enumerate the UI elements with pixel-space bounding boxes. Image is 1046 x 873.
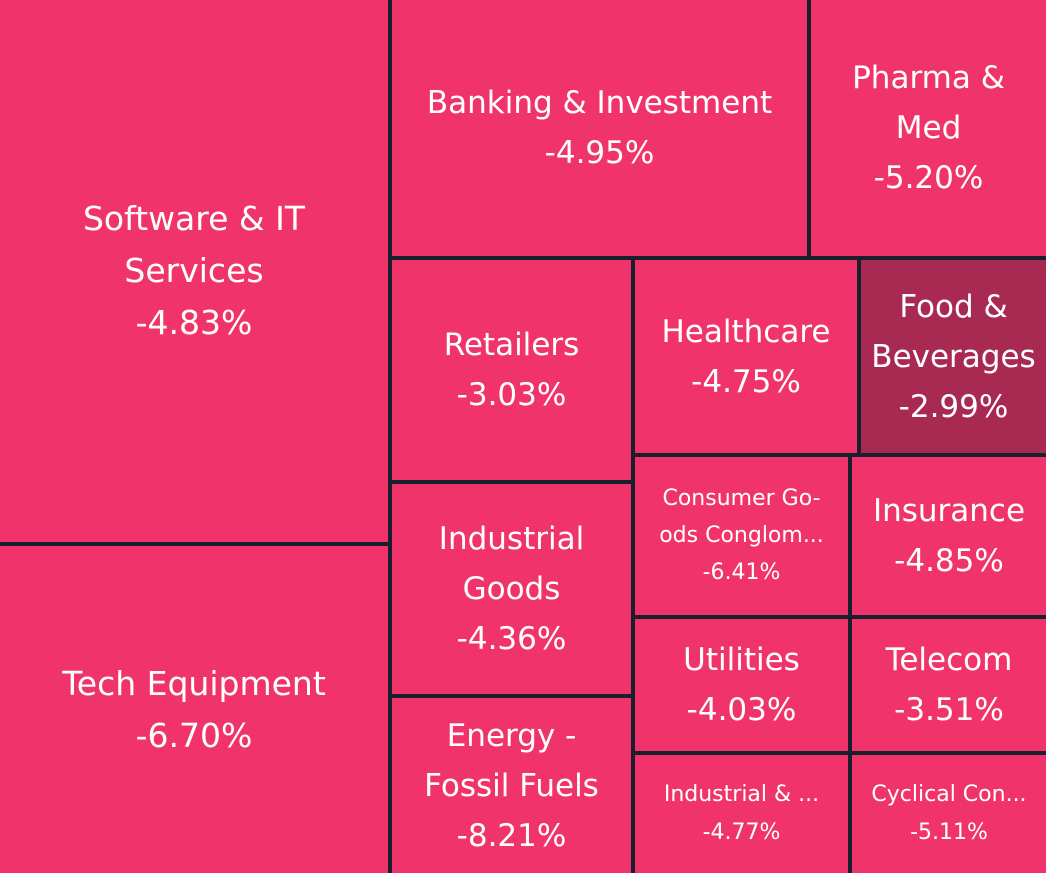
sector-name-label: Retailers — [443, 327, 580, 363]
treemap-tile-utilities[interactable]: Utilities -4.03% — [635, 619, 848, 751]
sector-change-label: -5.11% — [910, 820, 988, 845]
sector-name-label: Insurance — [872, 493, 1026, 529]
sector-change-label: -4.03% — [686, 692, 797, 728]
sector-name-label: Pharma & — [852, 60, 1005, 96]
sector-change-label: -4.95% — [544, 135, 655, 171]
sector-name-label: Beverages — [871, 338, 1036, 375]
sector-name-label: Industrial & ... — [663, 782, 820, 807]
sector-change-label: -5.20% — [873, 160, 984, 196]
treemap-tile-energy-fossil-fuels[interactable]: Energy - Fossil Fuels -8.21% — [392, 698, 631, 873]
sector-name-label: Tech Equipment — [62, 663, 326, 703]
sector-name-label: Cyclical Con... — [871, 782, 1027, 807]
sector-change-label: -4.85% — [894, 543, 1004, 579]
sector-name-label: Med — [895, 110, 962, 146]
sector-change-label: -4.77% — [702, 820, 781, 845]
sector-change-label: -8.21% — [456, 817, 567, 854]
sector-name-label: Software & IT — [82, 199, 306, 238]
sector-name-label: Banking & Investment — [426, 85, 773, 121]
treemap-tile-food-beverages[interactable]: Food & Beverages -2.99% — [861, 260, 1046, 453]
treemap-tile-insurance[interactable]: Insurance -4.85% — [852, 457, 1046, 615]
treemap-tile-software-it-services[interactable]: Software & IT Services -4.83% — [0, 0, 388, 542]
treemap-tile-industrial-and[interactable]: Industrial & ... -4.77% — [635, 755, 848, 873]
sector-change-label: -2.99% — [898, 388, 1009, 425]
treemap-tile-pharma-med[interactable]: Pharma & Med -5.20% — [811, 0, 1046, 256]
sector-name-label: Utilities — [683, 642, 800, 678]
sector-change-label: -4.36% — [456, 621, 567, 657]
treemap-tile-healthcare[interactable]: Healthcare -4.75% — [635, 260, 857, 453]
sector-name-label: Telecom — [885, 642, 1013, 678]
sector-name-label: Food & — [899, 288, 1008, 325]
sector-name-label: Consumer Go- — [662, 486, 821, 511]
sector-change-label: -6.70% — [135, 715, 253, 755]
sector-change-label: -4.75% — [691, 363, 801, 400]
sector-change-label: -3.03% — [456, 377, 567, 413]
treemap-tile-telecom[interactable]: Telecom -3.51% — [852, 619, 1046, 751]
sector-name-label: Healthcare — [661, 313, 831, 350]
sector-name-label: Goods — [462, 571, 561, 607]
treemap-tile-banking-investment[interactable]: Banking & Investment -4.95% — [392, 0, 807, 256]
treemap-tile-consumer-goods-conglomerates[interactable]: Consumer Go-ods Conglom... -6.41% — [635, 457, 848, 615]
sector-name-label: Fossil Fuels — [424, 767, 599, 804]
sector-change-label: -3.51% — [894, 692, 1004, 728]
sector-name-label: ods Conglom... — [659, 523, 824, 548]
sector-change-label: -6.41% — [702, 560, 781, 585]
treemap-tile-tech-equipment[interactable]: Tech Equipment -6.70% — [0, 546, 388, 873]
treemap-tile-retailers[interactable]: Retailers -3.03% — [392, 260, 631, 480]
sector-change-label: -4.83% — [135, 303, 253, 342]
treemap-tile-industrial-goods[interactable]: Industrial Goods -4.36% — [392, 484, 631, 694]
sector-name-label: Industrial — [438, 521, 585, 557]
sector-name-label: Services — [124, 251, 264, 290]
treemap-tile-cyclical-con[interactable]: Cyclical Con... -5.11% — [852, 755, 1046, 873]
sector-name-label: Energy - — [446, 717, 577, 754]
